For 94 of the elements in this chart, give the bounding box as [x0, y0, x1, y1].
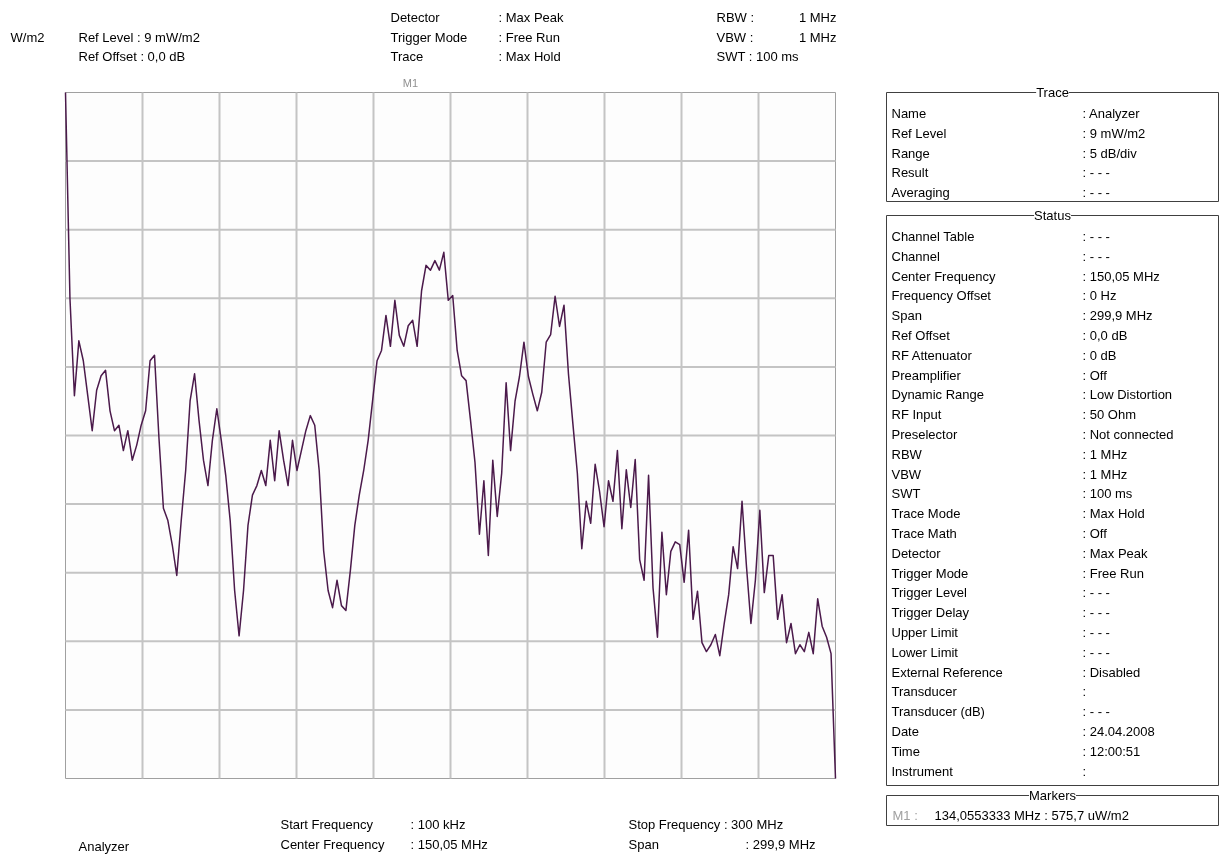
text: : Low Distortion: [1082, 387, 1173, 403]
text: : 150,05 MHz: [1082, 268, 1160, 284]
text: Trigger Delay: [891, 605, 970, 621]
text: Channel: [891, 248, 941, 264]
text: Span: [891, 308, 922, 324]
text: 1 MHz: [798, 29, 837, 45]
text: Center Frequency: [280, 836, 386, 852]
text: Transducer (dB): [891, 704, 985, 720]
text: Trigger Mode: [891, 565, 969, 581]
text: : Not connected: [1082, 427, 1174, 442]
text: M1: [402, 76, 419, 89]
text: Lower Limit: [891, 644, 959, 660]
text: Analyzer: [78, 838, 130, 854]
text: Trace Mode: [891, 506, 961, 522]
text: Start Frequency: [280, 816, 374, 832]
text: SWT : 100 ms: [716, 48, 800, 64]
text: Instrument: [891, 763, 954, 779]
text: : Max Peak: [498, 9, 565, 25]
text: : - - -: [1082, 185, 1110, 201]
text: Trace: [1036, 85, 1069, 100]
text: Ref Level: [891, 125, 947, 141]
text: Span: [628, 836, 659, 852]
text: Ref Offset : 0,0 dB: [78, 48, 186, 64]
text: : - - -: [1082, 229, 1110, 244]
text: : Off: [1082, 526, 1108, 541]
y-axis-title: W/m2: [10, 29, 45, 45]
text: Time: [891, 743, 920, 759]
text: Upper Limit: [891, 625, 959, 640]
text: Channel Table: [891, 229, 975, 244]
text: Markers: [1029, 788, 1077, 803]
text: Center Frequency: [891, 268, 997, 284]
text: : Max Hold: [1082, 506, 1145, 522]
text: : 0 Hz: [1082, 288, 1117, 304]
text: Dynamic Range: [891, 387, 984, 403]
text: : Max Peak: [1082, 545, 1149, 561]
text: VBW: [891, 466, 922, 482]
text: : Free Run: [1082, 565, 1144, 581]
text: Preselector: [891, 427, 958, 442]
text: RBW: [891, 446, 923, 462]
text: : 5 dB/div: [1082, 145, 1138, 161]
text: RF Input: [891, 407, 942, 423]
text: 134,0553333 MHz : 575,7 uW/m2: [934, 808, 1129, 823]
text: : 9 mW/m2: [1082, 125, 1146, 141]
text: Trace Math: [891, 526, 957, 541]
text: Detector: [891, 545, 942, 561]
text: Preamplifier: [891, 367, 962, 383]
text: External Reference: [891, 664, 1003, 680]
text: M1 :: [892, 808, 918, 823]
text: : 1 MHz: [1082, 466, 1128, 482]
text: Ref Offset: [891, 328, 951, 343]
text: : - - -: [1082, 625, 1110, 640]
text: Trigger Level: [891, 585, 967, 601]
text: Trigger Mode: [390, 29, 468, 45]
text: : 299,9 MHz: [1082, 308, 1153, 324]
text: : Disabled: [1082, 664, 1141, 680]
text: : - - -: [1082, 704, 1110, 720]
text: : - - -: [1082, 605, 1110, 621]
text: Name: [891, 106, 927, 121]
text: : 150,05 MHz: [410, 836, 488, 852]
text: Range: [891, 145, 930, 161]
text: Detector: [390, 9, 441, 25]
text: Status: [1034, 208, 1072, 223]
text: : - - -: [1082, 585, 1110, 601]
text: Ref Level : 9 mW/m2: [78, 29, 200, 45]
text: RBW :: [716, 9, 755, 25]
text: :: [1082, 763, 1087, 779]
text: : 0 dB: [1082, 347, 1117, 363]
text: : 100 kHz: [410, 816, 466, 832]
text: : Analyzer: [1082, 106, 1141, 121]
text: RF Attenuator: [891, 347, 973, 363]
text: Frequency Offset: [891, 288, 992, 304]
text: : Max Hold: [498, 48, 561, 64]
text: : - - -: [1082, 248, 1110, 264]
text: : Off: [1082, 367, 1108, 383]
text: : 1 MHz: [1082, 446, 1128, 462]
text: : 100 ms: [1082, 486, 1133, 502]
text: 1 MHz: [798, 9, 837, 25]
text: : 0,0 dB: [1082, 328, 1128, 343]
text: : 299,9 MHz: [745, 836, 816, 852]
text: : 24.04.2008: [1082, 724, 1155, 739]
text: Transducer: [891, 684, 958, 700]
text: Date: [891, 724, 919, 739]
text: : 50 Ohm: [1082, 407, 1136, 423]
text: SWT: [891, 486, 921, 502]
text: Averaging: [891, 185, 950, 201]
text: Result: [891, 165, 929, 181]
text: VBW :: [716, 29, 754, 45]
text: Trace: [390, 48, 424, 64]
text: : Free Run: [498, 29, 560, 45]
text: Stop Frequency : 300 MHz: [628, 816, 784, 832]
text: :: [1082, 684, 1087, 700]
text: : - - -: [1082, 165, 1110, 181]
text: : - - -: [1082, 644, 1110, 660]
text: : 12:00:51: [1082, 743, 1141, 759]
